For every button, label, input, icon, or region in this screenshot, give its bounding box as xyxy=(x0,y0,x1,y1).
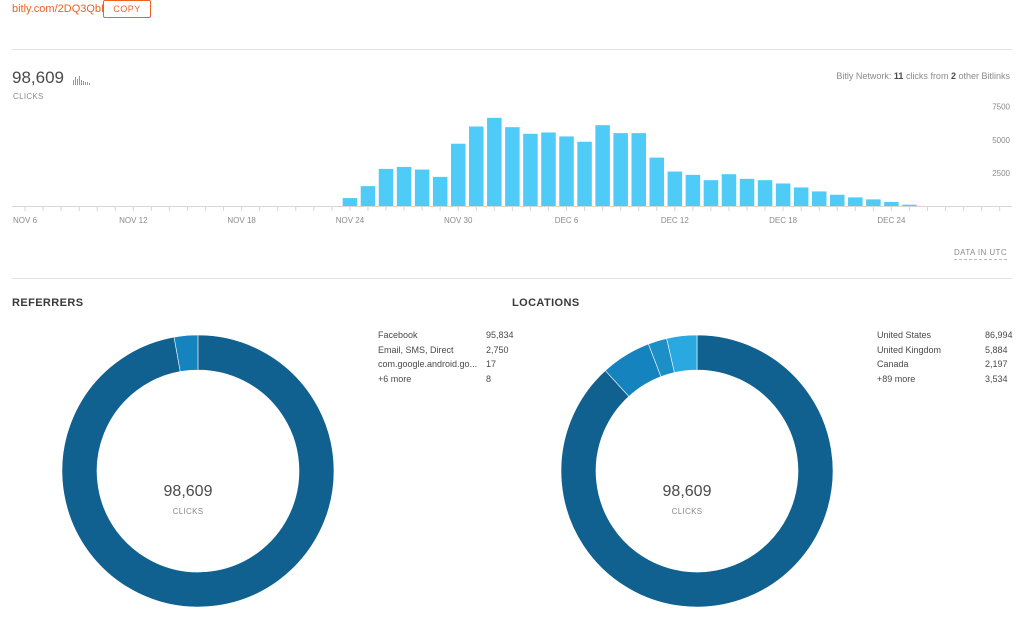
location-label: United States xyxy=(877,330,932,340)
x-tick-label: DEC 24 xyxy=(877,216,906,225)
bar[interactable] xyxy=(360,186,376,206)
referrer-label: Facebook xyxy=(378,330,418,340)
location-label: United Kingdom xyxy=(877,344,942,355)
bar[interactable] xyxy=(848,197,863,206)
bar[interactable] xyxy=(559,136,574,206)
total-clicks: 98,609 xyxy=(12,68,64,87)
bar[interactable] xyxy=(450,143,466,206)
bar[interactable] xyxy=(469,126,484,207)
y-tick-label: 7500 xyxy=(992,103,1010,112)
bar[interactable] xyxy=(505,127,520,206)
locations-center: 98,609 CLICKS xyxy=(597,483,777,516)
bar[interactable] xyxy=(685,174,701,206)
bar[interactable] xyxy=(775,183,791,206)
bar[interactable] xyxy=(866,199,881,206)
bar[interactable] xyxy=(577,141,592,206)
referrer-value: 95,834 xyxy=(486,330,514,340)
referrer-label: com.google.android.go... xyxy=(378,359,478,369)
locations-caption: CLICKS xyxy=(671,507,703,516)
bar[interactable] xyxy=(830,194,845,206)
x-tick-label: DEC 18 xyxy=(769,216,798,225)
locations-title: LOCATIONS xyxy=(512,297,580,309)
bar[interactable] xyxy=(667,171,683,206)
referrer-legend-row[interactable]: Email, SMS, Direct 2,750 xyxy=(378,343,528,358)
bar[interactable] xyxy=(703,180,719,206)
x-tick-label: NOV 6 xyxy=(13,216,38,225)
locations-total: 98,609 xyxy=(662,483,712,500)
referrer-slice[interactable] xyxy=(173,334,199,372)
location-label: +89 more xyxy=(877,373,916,384)
bar[interactable] xyxy=(541,132,556,206)
bar[interactable] xyxy=(342,198,358,206)
location-label: Canada xyxy=(877,359,909,369)
mini-chart-icon xyxy=(73,76,90,85)
bar[interactable] xyxy=(739,178,755,206)
referrers-title: REFERRERS xyxy=(12,297,84,309)
referrer-legend-row[interactable]: Facebook 95,834 xyxy=(378,328,528,343)
bar[interactable] xyxy=(793,187,809,206)
referrers-total: 98,609 xyxy=(163,483,213,500)
location-value: 2,197 xyxy=(985,359,1008,369)
x-tick-label: NOV 24 xyxy=(336,216,365,225)
bar[interactable] xyxy=(631,133,646,206)
locations-legend: United States 86,994 United Kingdom 5,884 Ca… xyxy=(877,328,1017,386)
referrers-center: 98,609 CLICKS xyxy=(98,483,278,516)
x-tick-label: NOV 12 xyxy=(119,216,148,225)
divider xyxy=(12,49,1012,50)
data-in-utc-toggle[interactable]: DATA IN UTC xyxy=(954,248,1007,260)
referrers-caption: CLICKS xyxy=(172,507,204,516)
bar[interactable] xyxy=(432,176,448,206)
referrer-legend-row[interactable]: +6 more 8 xyxy=(378,372,528,387)
bar[interactable] xyxy=(396,166,412,206)
location-legend-row[interactable]: +89 more 3,534 xyxy=(877,372,1017,387)
referrers-donut xyxy=(61,334,335,608)
short-link[interactable]: bitly.com/2DQ3QbB xyxy=(12,3,109,15)
referrer-value: 8 xyxy=(486,373,492,384)
x-tick-label: NOV 18 xyxy=(227,216,256,225)
clicks-bar-chart: 7500 5000 2500 NOV 6 NOV 12 NOV 18 NOV 24 NOV 3… xyxy=(12,103,1012,225)
locations-donut xyxy=(560,334,834,608)
divider xyxy=(12,278,1012,279)
y-tick-label: 5000 xyxy=(992,136,1010,145)
x-tick-label: DEC 6 xyxy=(555,216,579,225)
location-value: 5,884 xyxy=(985,344,1008,355)
referrer-value: 17 xyxy=(486,359,497,369)
referrer-label: +6 more xyxy=(378,373,412,384)
x-tick-label: NOV 30 xyxy=(444,216,473,225)
referrer-value: 2,750 xyxy=(486,344,509,355)
copy-button[interactable]: COPY xyxy=(103,0,151,18)
bar[interactable] xyxy=(811,191,827,206)
bar[interactable] xyxy=(378,168,394,206)
bar[interactable] xyxy=(595,125,610,206)
bar[interactable] xyxy=(523,133,538,206)
bar[interactable] xyxy=(487,117,502,206)
clicks-caption: CLICKS xyxy=(13,92,44,101)
referrer-legend-row[interactable]: com.google.android.go... 17 xyxy=(378,357,528,372)
bar[interactable] xyxy=(613,133,628,206)
bar[interactable] xyxy=(721,174,737,206)
location-legend-row[interactable]: United States 86,994 xyxy=(877,328,1017,343)
location-legend-row[interactable]: Canada 2,197 xyxy=(877,357,1017,372)
location-legend-row[interactable]: United Kingdom 5,884 xyxy=(877,343,1017,358)
referrer-slice[interactable] xyxy=(61,334,335,608)
bar[interactable] xyxy=(884,202,899,206)
network-summary: Bitly Network: 11 clicks from 2 other Bi… xyxy=(836,71,1010,81)
location-value: 86,994 xyxy=(985,330,1013,340)
location-slice[interactable] xyxy=(560,334,834,608)
bar[interactable] xyxy=(414,169,430,206)
bar[interactable] xyxy=(902,204,917,206)
location-slice[interactable] xyxy=(666,334,698,373)
y-tick-label: 2500 xyxy=(992,169,1010,178)
referrer-label: Email, SMS, Direct xyxy=(378,344,454,355)
referrers-legend: Facebook 95,834 Email, SMS, Direct 2,750 com… xyxy=(378,328,528,386)
location-value: 3,534 xyxy=(985,373,1008,384)
x-tick-label: DEC 12 xyxy=(661,216,690,225)
bar[interactable] xyxy=(757,180,773,206)
bar[interactable] xyxy=(649,157,665,206)
